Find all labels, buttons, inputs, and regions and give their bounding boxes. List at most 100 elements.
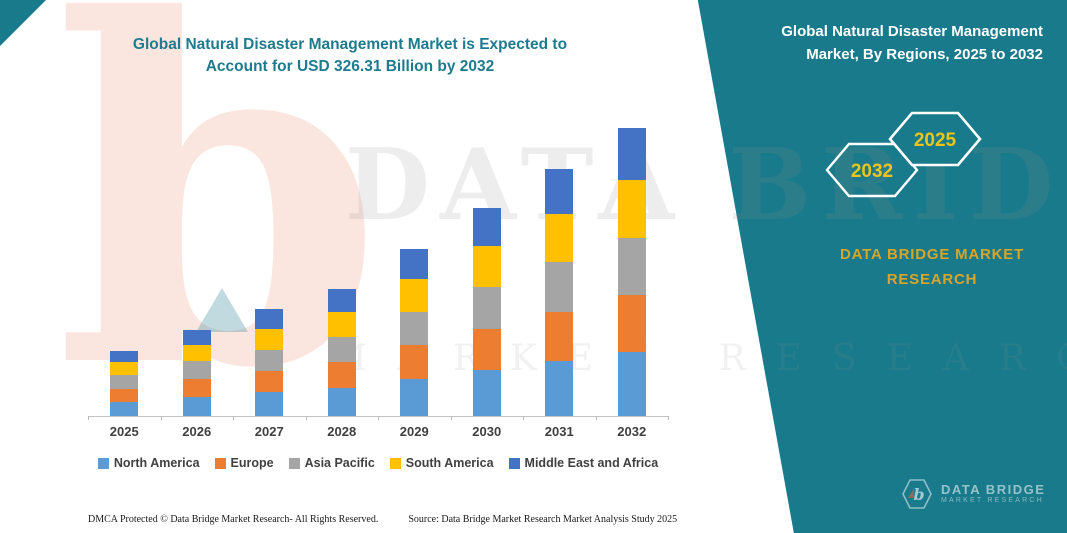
stacked-bar-2029 [400,249,429,416]
bar-segment-asia-pacific [110,375,139,389]
bar-segment-asia-pacific [182,361,211,379]
legend-swatch-south-america [389,457,401,469]
bar-segment-europe [545,311,574,362]
bar-segment-south-america [255,328,284,350]
x-axis-tick [450,416,452,420]
chart-title-line1: Global Natural Disaster Management Marke… [132,36,568,53]
bar-segment-europe [400,345,429,379]
bar-column-2025 [88,117,161,416]
bar-segment-asia-pacific [255,349,284,372]
legend-label-asia-pacific: Asia Pacific [304,456,375,470]
legend-swatch-north-america [97,457,109,469]
hexagon-2025-label: 2025 [914,130,957,151]
brand-text-line1: DATA BRIDGE MARKET [839,246,1025,263]
x-axis-tick [88,416,89,420]
bar-segment-north-america [617,352,646,416]
stacked-bar-2028 [327,288,356,416]
bar-segment-europe [472,328,501,371]
bar-segment-asia-pacific [617,237,646,296]
bar-column-2032 [596,117,669,416]
footer-logo-texts: DATA BRIDGE MARKET RESEARCH [941,481,1046,506]
bar-segment-europe [255,371,284,393]
footer-dmca-text: DMCA Protected © Data Bridge Market Rese… [88,514,379,525]
bar-segment-middle-east-and-africa [255,309,284,329]
bar-segment-north-america [545,361,574,416]
svg-text:b: b [913,485,924,504]
logo-hexagon-icon: b [902,479,932,509]
x-axis-tick [523,416,524,420]
x-axis-label-2032: 2032 [617,424,647,439]
bars-area [88,117,669,420]
x-axis-label-2030: 2030 [472,424,502,439]
footer-logo-sub: MARKET RESEARCH [941,497,1044,505]
chart-title: Global Natural Disaster Management Marke… [60,34,640,79]
stacked-bar-2032 [617,128,646,416]
bar-segment-middle-east-and-africa [182,329,211,345]
x-axis-tick [378,416,379,420]
bar-segment-europe [110,388,139,402]
legend-label-south-america: South America [405,456,494,470]
bar-segment-asia-pacific [472,287,501,329]
footer-source-text: Source: Data Bridge Market Research Mark… [408,514,678,525]
bar-column-2030 [451,117,524,416]
x-axis-label-2028: 2028 [327,424,357,439]
legend-item-middle-east-and-africa: Middle East and Africa [508,456,658,470]
corner-triangle-decoration [0,0,46,46]
bar-segment-north-america [255,392,284,416]
year-hexagon-badges: 2032 2025 [825,111,982,198]
stacked-bar-2030 [472,207,501,416]
chart-legend: North America Europe Asia Pacific South Ame… [88,456,668,470]
brand-text: DATA BRIDGE MARKET RESEARCH [826,243,1038,293]
x-axis-tick [668,416,669,420]
bar-column-2027 [233,117,306,416]
stacked-bar-2026 [182,329,211,416]
legend-item-europe: Europe [214,456,274,470]
bar-segment-south-america [472,245,501,288]
hexagon-2025 [888,111,982,167]
legend-swatch-middle-east-and-africa [508,457,520,469]
bar-segment-asia-pacific [400,311,429,346]
footer-logo: b DATA BRIDGE MARKET RESEARCH [900,476,1045,512]
hexagon-2032 [825,142,919,198]
hexagon-2032-label: 2032 [851,161,893,182]
footer-logo-name: DATA BRIDGE [941,481,1046,497]
bar-segment-south-america [182,344,211,362]
footer: DMCA Protected © Data Bridge Market Rese… [88,514,677,525]
bar-segment-south-america [617,180,646,238]
bar-column-2029 [378,117,451,416]
bar-segment-north-america [182,396,211,416]
x-axis-tick [305,416,307,420]
bar-segment-middle-east-and-africa [110,350,139,363]
bar-segment-south-america [327,311,356,337]
bar-segment-south-america [400,279,429,312]
bar-column-2031 [523,117,596,416]
legend-swatch-europe [214,457,226,469]
bar-segment-asia-pacific [327,336,356,363]
panel-heading: Global Natural Disaster Management Marke… [781,23,1043,64]
legend-item-north-america: North America [97,456,200,470]
bar-segment-north-america [327,387,356,416]
stacked-bar-2027 [255,309,284,416]
x-axis-label-2031: 2031 [544,424,574,439]
legend-item-asia-pacific: Asia Pacific [288,456,375,470]
bar-column-2026 [161,117,234,416]
x-axis-tick [233,416,234,420]
bar-segment-europe [327,362,356,388]
bar-segment-middle-east-and-africa [545,168,574,214]
bar-segment-europe [182,378,211,397]
x-axis-label-2026: 2026 [182,424,212,439]
bar-segment-asia-pacific [545,262,574,312]
bar-segment-south-america [110,362,139,376]
stacked-bar-chart: 2025 2026 2027 2028 2029 2030 2031 2032 North A… [88,117,669,470]
bar-segment-north-america [110,401,139,416]
x-axis-tick [595,416,597,420]
bar-segment-south-america [545,213,574,263]
bar-segment-middle-east-and-africa [400,249,429,280]
brand-text-line2: RESEARCH [886,270,978,288]
stacked-bar-2031 [545,168,574,416]
bar-segment-north-america [472,370,501,416]
x-axis-tick [160,416,162,420]
chart-title-line2: Account for USD 326.31 Billion by 2032 [205,58,495,76]
legend-swatch-asia-pacific [288,457,300,469]
